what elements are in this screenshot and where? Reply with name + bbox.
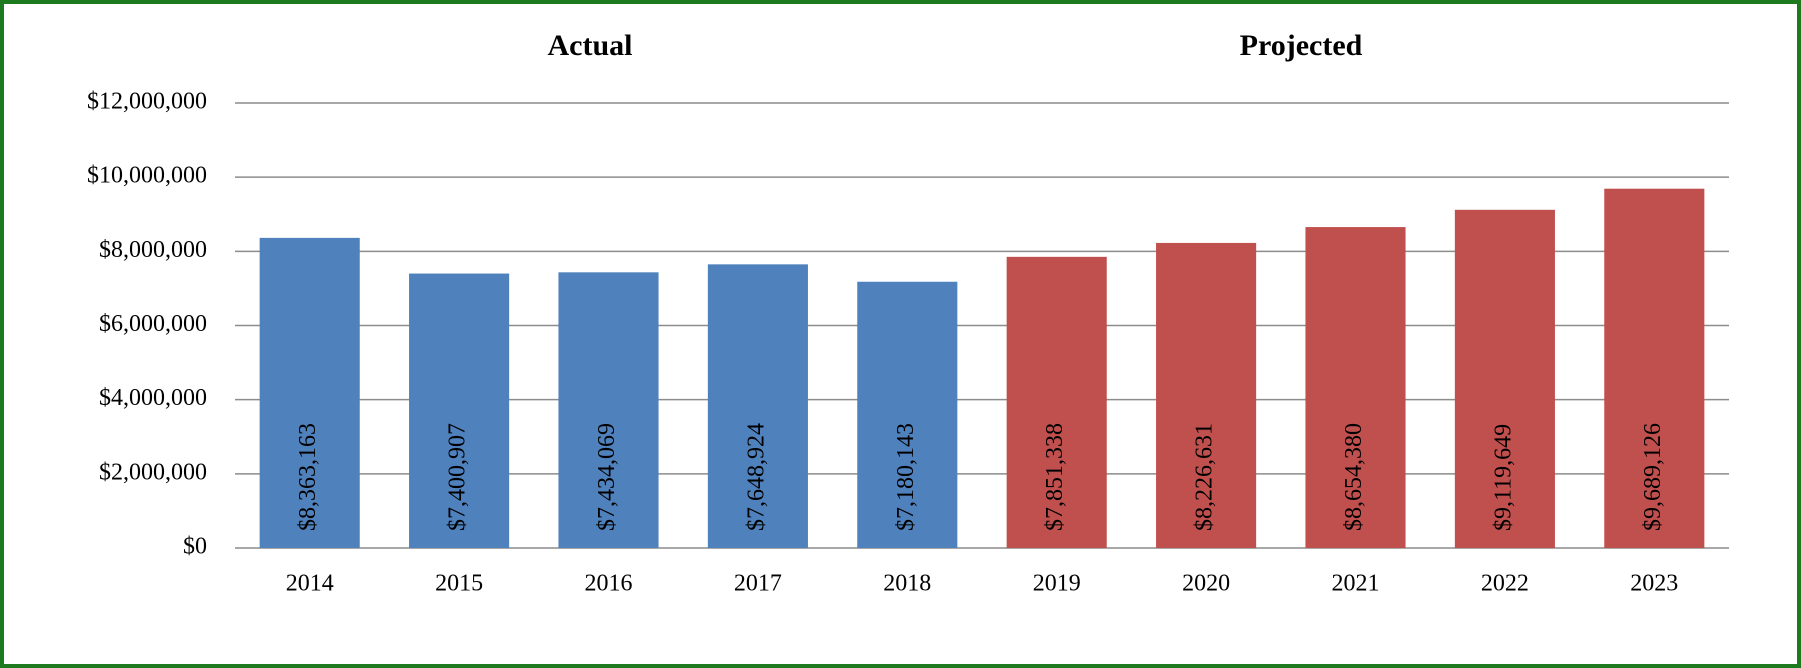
data-label: $7,851,338 [1042, 423, 1068, 531]
data-label: $8,226,631 [1192, 423, 1218, 531]
x-tick-label: 2015 [435, 571, 483, 597]
annotation: Projected [1240, 29, 1363, 62]
y-tick-label: $4,000,000 [99, 385, 207, 411]
bar [1305, 227, 1406, 548]
x-tick-label: 2021 [1332, 571, 1380, 597]
bar [1006, 256, 1107, 548]
bar [558, 272, 659, 548]
data-label: $8,654,380 [1341, 423, 1367, 531]
bar [1454, 209, 1555, 548]
annotation: Actual [548, 29, 633, 62]
x-tick-label: 2016 [585, 571, 633, 597]
y-tick-label: $8,000,000 [99, 237, 207, 263]
bar [1156, 242, 1257, 548]
data-label: $7,648,924 [743, 423, 769, 531]
y-tick-label: $2,000,000 [99, 459, 207, 485]
data-label: $7,180,143 [893, 423, 919, 531]
data-label: $8,363,163 [295, 423, 321, 531]
bar [707, 264, 808, 548]
y-tick-label: $0 [183, 534, 207, 560]
data-label: $9,689,126 [1640, 423, 1666, 531]
bar [857, 281, 958, 548]
bar [259, 237, 360, 549]
x-tick-label: 2017 [734, 571, 782, 597]
data-label: $7,400,907 [445, 423, 471, 531]
data-label: $7,434,069 [594, 423, 620, 531]
x-tick-label: 2018 [883, 571, 931, 597]
data-label: $9,119,649 [1490, 424, 1516, 531]
x-tick-label: 2022 [1481, 571, 1529, 597]
bar [409, 273, 510, 548]
y-tick-label: $10,000,000 [87, 163, 207, 189]
x-tick-label: 2020 [1182, 571, 1230, 597]
x-tick-label: 2023 [1630, 571, 1678, 597]
y-tick-label: $6,000,000 [99, 311, 207, 337]
bar [1604, 188, 1705, 548]
x-tick-label: 2014 [286, 571, 334, 597]
x-tick-label: 2019 [1033, 571, 1081, 597]
y-tick-label: $12,000,000 [87, 89, 207, 115]
